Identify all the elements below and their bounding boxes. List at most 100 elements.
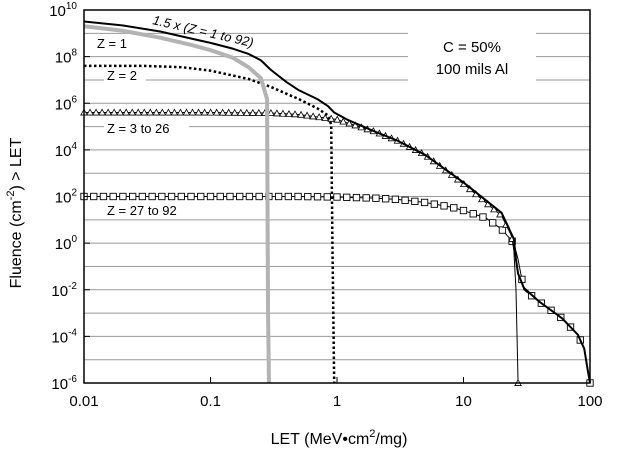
triangle-marker xyxy=(267,109,275,117)
square-marker xyxy=(489,219,497,227)
square-marker xyxy=(177,192,185,201)
series-z-3-to-26 xyxy=(80,108,522,386)
triangle-marker xyxy=(182,108,191,116)
square-marker xyxy=(197,192,205,201)
square-marker xyxy=(343,193,351,201)
square-marker xyxy=(255,192,263,201)
square-marker xyxy=(372,194,380,202)
triangle-marker xyxy=(285,109,293,117)
y-axis-ticks: 10-6 10-4 10-2 100 102 104 106 108 1010 xyxy=(49,1,90,393)
square-marker xyxy=(167,192,176,201)
square-marker xyxy=(158,192,166,201)
square-marker xyxy=(216,192,224,201)
triangle-marker xyxy=(333,115,342,123)
square-marker xyxy=(148,192,156,201)
triangle-marker xyxy=(291,110,299,118)
triangle-marker xyxy=(134,108,143,116)
series-label-z-1: Z = 1 xyxy=(97,36,127,51)
triangle-marker xyxy=(188,108,197,116)
square-marker xyxy=(459,206,468,215)
triangle-marker xyxy=(273,109,281,117)
y-tick-label: 10-6 xyxy=(51,374,77,393)
y-tick-label: 10-4 xyxy=(51,327,77,346)
x-tick-label: 1 xyxy=(333,393,341,410)
square-marker xyxy=(401,196,409,204)
triangle-marker xyxy=(92,108,100,116)
label-background xyxy=(104,121,190,137)
triangle-marker xyxy=(254,108,263,116)
square-marker xyxy=(382,195,390,203)
square-marker xyxy=(411,197,419,206)
triangle-marker xyxy=(351,121,360,129)
triangle-marker xyxy=(140,108,149,116)
square-marker xyxy=(323,193,331,201)
triangle-marker xyxy=(116,108,125,116)
triangle-marker xyxy=(224,108,233,116)
square-marker xyxy=(206,192,215,201)
square-marker xyxy=(90,192,98,201)
square-marker xyxy=(362,194,370,202)
y-tick-label: 108 xyxy=(55,48,78,67)
series-1-5-x-z-1-to-92 xyxy=(83,20,591,384)
triangle-marker xyxy=(303,111,311,119)
triangle-marker xyxy=(345,119,354,127)
triangle-marker xyxy=(230,108,239,116)
triangle-marker xyxy=(236,108,245,116)
triangle-marker xyxy=(194,108,203,116)
square-marker xyxy=(294,192,302,201)
label-background xyxy=(104,68,146,84)
triangle-marker xyxy=(200,108,209,116)
series-z-1 xyxy=(83,24,271,384)
x-tick-label: 0.01 xyxy=(69,393,98,410)
series-label-1-5-x-z-1-to-92: 1.5 x (Z = 1 to 92) xyxy=(151,12,255,50)
series-label-z-3-to-26: Z = 3 to 26 xyxy=(107,121,170,136)
square-marker xyxy=(129,192,137,201)
square-marker xyxy=(138,192,147,201)
square-marker xyxy=(333,193,341,201)
triangle-marker xyxy=(104,108,112,116)
triangle-marker xyxy=(321,113,330,121)
square-marker xyxy=(304,192,312,201)
triangle-marker xyxy=(152,108,161,116)
annotation-shielding: 100 mils Al xyxy=(436,61,509,78)
series-label-z-27-to-92: Z = 27 to 92 xyxy=(107,203,177,218)
y-tick-label: 106 xyxy=(55,94,78,113)
square-marker xyxy=(226,192,234,201)
square-marker xyxy=(352,193,361,202)
triangle-marker xyxy=(297,110,305,118)
triangle-marker xyxy=(164,108,173,116)
triangle-marker xyxy=(170,108,179,116)
square-marker xyxy=(187,192,195,201)
square-marker xyxy=(440,202,448,210)
square-marker xyxy=(119,192,127,201)
square-marker xyxy=(469,210,477,218)
y-tick-label: 100 xyxy=(55,234,78,253)
series-layer xyxy=(80,20,594,387)
square-marker xyxy=(498,226,507,234)
y-axis-title: Fluence (cm-2) > LET xyxy=(5,137,25,288)
triangle-marker xyxy=(128,108,137,116)
y-tick-label: 1010 xyxy=(49,1,77,20)
x-axis-title: LET (MeV•cm2/mg) xyxy=(271,428,408,448)
x-tick-label: 0.1 xyxy=(200,393,221,410)
square-marker xyxy=(430,200,438,208)
triangle-marker xyxy=(176,108,185,116)
square-marker xyxy=(284,192,292,201)
label-background xyxy=(94,36,136,52)
square-marker xyxy=(450,204,458,212)
triangle-marker xyxy=(242,108,251,116)
square-marker xyxy=(236,192,244,201)
square-marker xyxy=(245,192,254,201)
triangle-marker xyxy=(158,108,167,116)
triangle-marker xyxy=(206,108,215,116)
square-marker xyxy=(99,192,108,201)
triangle-marker xyxy=(98,108,106,116)
square-marker xyxy=(479,213,487,221)
triangle-marker xyxy=(315,113,323,121)
series-line xyxy=(84,64,336,384)
triangle-marker xyxy=(146,108,155,116)
series-z-2 xyxy=(84,64,336,384)
label-background xyxy=(104,203,197,219)
annotation-condition: C = 50% xyxy=(443,39,501,56)
